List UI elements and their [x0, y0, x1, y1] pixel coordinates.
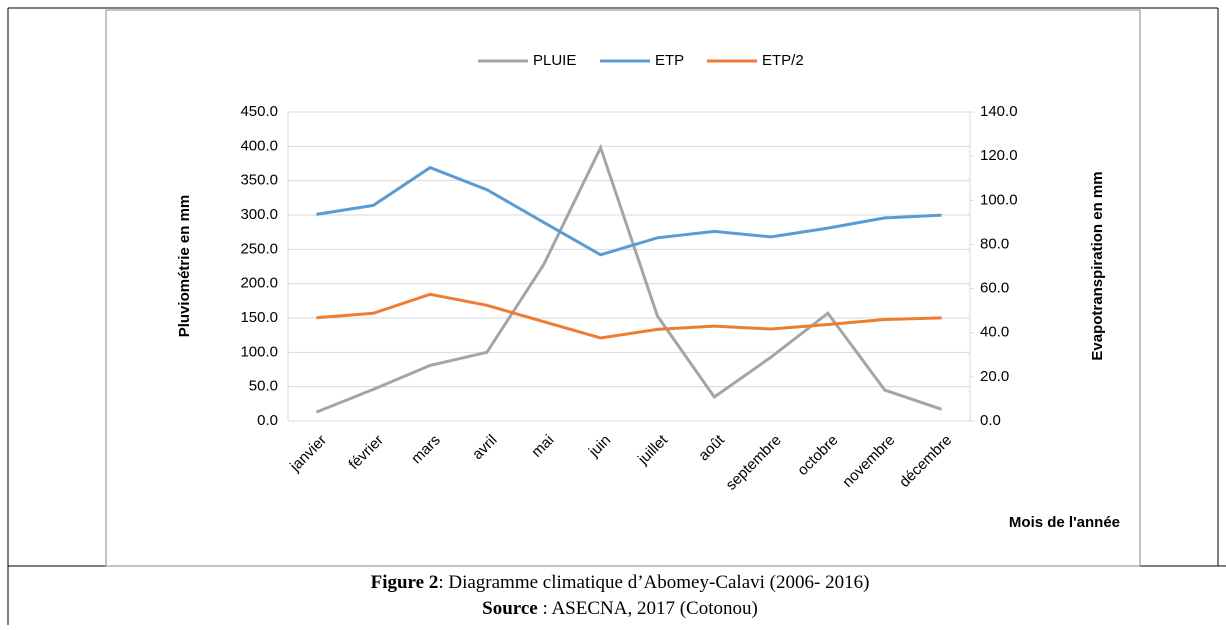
- y2-tick-label: 120.0: [980, 147, 1018, 164]
- x-tick-label: avril: [469, 432, 500, 463]
- y-tick-label: 100.0: [240, 343, 278, 360]
- y2-tick-label: 20.0: [980, 368, 1009, 385]
- legend-label: ETP: [655, 52, 684, 69]
- x-tick-label: mars: [408, 432, 444, 468]
- x-tick-label: octobre: [794, 432, 841, 479]
- x-tick-label: juin: [585, 432, 614, 461]
- x-tick-label: août: [695, 431, 728, 464]
- x-tick-label: septembre: [723, 432, 785, 494]
- source: Source : ASECNA, 2017 (Cotonou): [482, 598, 758, 619]
- y2-axis-title: Evapotranspiration en mm: [1089, 171, 1106, 360]
- series-line: [315, 143, 943, 414]
- y-tick-label: 200.0: [240, 275, 278, 292]
- series-line: [316, 292, 942, 340]
- x-tick-label: novembre: [839, 432, 898, 491]
- y2-tick-label: 0.0: [980, 412, 1001, 429]
- y-tick-label: 350.0: [240, 172, 278, 189]
- x-axis-title: Mois de l'année: [1009, 514, 1120, 531]
- y2-tick-label: 100.0: [980, 191, 1018, 208]
- y2-tick-label: 60.0: [980, 280, 1009, 297]
- x-tick-label: février: [345, 432, 386, 473]
- chart-border: [105, 9, 1141, 567]
- caption: Figure 2: Diagramme climatique d’Abomey-…: [371, 572, 870, 593]
- y-tick-label: 250.0: [240, 240, 278, 257]
- y-axis-title: Pluviométrie en mm: [176, 195, 193, 338]
- x-tick-label: juillet: [634, 431, 671, 468]
- y2-tick-label: 140.0: [980, 103, 1018, 120]
- y-tick-label: 450.0: [240, 103, 278, 120]
- legend-label: ETP/2: [762, 52, 804, 69]
- x-tick-label: janvier: [286, 432, 330, 476]
- series-line: [316, 165, 942, 257]
- x-tick-label: décembre: [896, 432, 955, 491]
- y2-tick-label: 80.0: [980, 235, 1009, 252]
- y-tick-label: 150.0: [240, 309, 278, 326]
- legend-label: PLUIE: [533, 52, 576, 69]
- caption-text: : Diagramme climatique d’Abomey-Calavi (…: [438, 572, 869, 593]
- y-tick-label: 400.0: [240, 137, 278, 154]
- y-tick-label: 50.0: [249, 378, 278, 395]
- x-tick-label: mai: [528, 432, 557, 461]
- y-tick-label: 300.0: [240, 206, 278, 223]
- caption-label: Figure 2: [371, 572, 439, 593]
- y2-tick-label: 40.0: [980, 324, 1009, 341]
- y-tick-label: 0.0: [257, 412, 278, 429]
- source-text: : ASECNA, 2017 (Cotonou): [538, 598, 758, 619]
- source-label: Source: [482, 598, 538, 619]
